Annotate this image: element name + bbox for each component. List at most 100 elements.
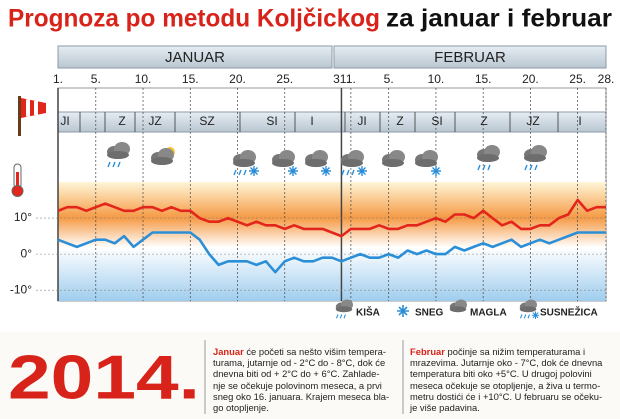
- note-text: je više padavina.: [410, 402, 480, 414]
- title-black: za januar i februar: [386, 5, 612, 33]
- wind-label: JI: [357, 114, 366, 128]
- note-text: sneg oko 16. januara. Krajem meseca bla-: [213, 390, 390, 402]
- note-line: dnevna biti od + 2°C do + 6°C. Zahlade-: [213, 368, 389, 379]
- note-text: će početi sa nešto višim tempera-: [243, 346, 386, 357]
- weather-icon: [382, 150, 405, 167]
- weather-icon: [415, 150, 441, 176]
- note-text: go otopljenje.: [213, 402, 269, 414]
- note-text: temperatura biti oko +5°C. U drugoj polo…: [410, 368, 592, 380]
- note-text: mrazevima. Jutarnje oko - 7°C, dok će dn…: [410, 357, 603, 369]
- note-text: turama, jutarnje od - 2°C do - 8°C, dok …: [213, 357, 386, 369]
- note-line: Januar će početi sa nešto višim tempera-: [213, 346, 389, 357]
- x-tick-label: 15.: [182, 72, 199, 86]
- note-lead: Februar: [410, 346, 445, 357]
- month-label: JANUAR: [165, 49, 225, 66]
- cloud: [524, 154, 546, 162]
- note-text: metru dostići će i +10°C. U februaru se …: [410, 390, 603, 402]
- note-februar: Februar počinje sa nižim temperaturama i…: [410, 346, 602, 413]
- snowflake: [288, 166, 298, 176]
- snowflake: [397, 305, 409, 317]
- note-line: nje se očekuje polovinom meseca, a prvi: [213, 380, 389, 391]
- wind-bar: [57, 111, 607, 133]
- weather-icon: [449, 299, 467, 313]
- snowflake: [431, 166, 441, 176]
- wind-label: I: [578, 114, 581, 128]
- weather-icon: [233, 150, 259, 176]
- temperature-line: [57, 198, 606, 238]
- cloud: [449, 306, 467, 313]
- x-tick-label: 10.: [135, 72, 152, 86]
- wind-label: SI: [431, 114, 442, 128]
- rain: [233, 169, 247, 176]
- snowflake: [321, 166, 331, 176]
- wind-label: Z: [396, 114, 403, 128]
- cloud: [382, 159, 404, 167]
- cloud: [233, 159, 255, 167]
- y-tick-label: -10°: [10, 282, 32, 296]
- wind-label: JZ: [526, 114, 539, 128]
- cloud: [272, 159, 294, 167]
- note-line: turama, jutarnje od - 2°C do - 8°C, dok …: [213, 357, 389, 368]
- legend-label: SUSNEŽICA: [540, 306, 598, 319]
- cloud: [305, 159, 327, 167]
- snowflake: [357, 166, 367, 176]
- note-januar: Januar će početi sa nešto višim tempera-…: [213, 346, 389, 413]
- note-text: dnevna biti od + 2°C do + 6°C. Zahlade-: [213, 368, 380, 380]
- x-tick-label: 15.: [475, 72, 492, 86]
- cloud: [415, 159, 437, 167]
- x-tick-label: 1.: [53, 72, 63, 86]
- cloud: [519, 306, 537, 313]
- weather-icon: [335, 299, 353, 319]
- notes-panel: [0, 332, 620, 419]
- cloud: [107, 151, 129, 159]
- note-lead: Januar: [213, 346, 244, 357]
- rain: [341, 169, 355, 176]
- cloud: [335, 306, 353, 313]
- wind-label: SI: [266, 114, 277, 128]
- note-text: počinje sa nižim temperaturama i: [444, 346, 586, 357]
- x-tick-label: 5.: [91, 72, 101, 86]
- legend-label: KIŠA: [356, 306, 380, 319]
- x-tick-label: 28.: [598, 72, 615, 86]
- wind-label: I: [310, 114, 313, 128]
- note-line: metru dostići će i +10°C. U februaru se …: [410, 391, 602, 402]
- weather-icon: [341, 150, 367, 176]
- rain: [477, 164, 491, 171]
- month-bar: [333, 45, 607, 69]
- legend-label: MAGLA: [470, 308, 507, 319]
- x-tick-label: 31.: [333, 72, 350, 86]
- weather-icon: [477, 145, 500, 171]
- weather-icon: [151, 147, 175, 165]
- rain: [336, 314, 346, 319]
- wind-label: SZ: [199, 114, 214, 128]
- rain: [520, 314, 530, 319]
- month-label: FEBRUAR: [434, 49, 506, 66]
- x-tick-label: 25.: [276, 72, 293, 86]
- windsock-icon: [18, 96, 46, 136]
- weather-icon: [305, 150, 331, 176]
- rain: [107, 161, 121, 168]
- weather-icon: [272, 150, 298, 176]
- snowflake: [531, 311, 540, 319]
- x-tick-label: 5.: [384, 72, 394, 86]
- weather-icon: [524, 145, 547, 171]
- x-tick-label: 20.: [229, 72, 246, 86]
- x-tick-label: 10.: [428, 72, 445, 86]
- x-tick-label: 1.: [346, 72, 356, 86]
- legend-label: SNEG: [415, 308, 444, 319]
- snowflake: [249, 166, 259, 176]
- weather-icon: [107, 142, 130, 168]
- wind-label: Z: [480, 114, 487, 128]
- note-text: meseca očekuje se otopljenje, a živa u t…: [410, 379, 601, 391]
- wind-label: Z: [118, 114, 125, 128]
- note-line: temperatura biti oko +5°C. U drugoj polo…: [410, 368, 602, 379]
- x-tick-label: 20.: [522, 72, 539, 86]
- title-red: Prognoza po metodu Koljčickog: [8, 5, 380, 33]
- y-tick-label: 10°: [14, 210, 32, 224]
- note-text: nje se očekuje polovinom meseca, a prvi: [213, 379, 382, 391]
- rain: [524, 164, 538, 171]
- temperature-line: [57, 231, 606, 274]
- note-line: sneg oko 16. januara. Krajem meseca bla-: [213, 391, 389, 402]
